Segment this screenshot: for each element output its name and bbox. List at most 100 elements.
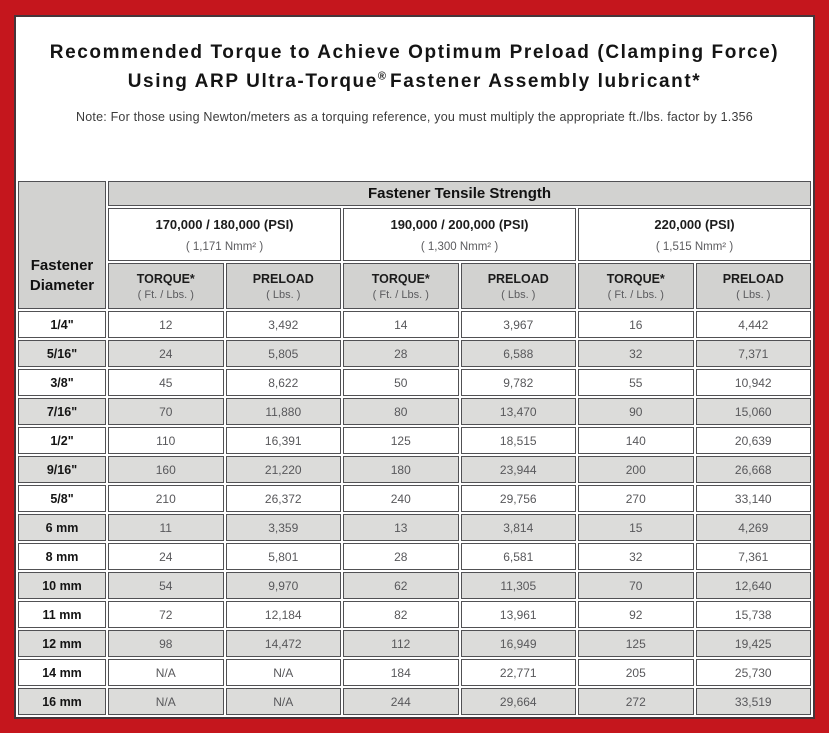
value-cell: 19,425 <box>695 630 811 657</box>
value-cell: 50 <box>343 369 459 396</box>
torque-table: Fastener Diameter Fastener Tensile Stren… <box>16 179 813 717</box>
psi-header-220: 220,000 (PSI) ( 1,515 Nmm² ) <box>578 208 811 261</box>
row-diameter: 12 mm <box>18 630 106 657</box>
registered-trademark-symbol: ® <box>377 71 387 84</box>
row-diameter: 5/8" <box>18 485 106 512</box>
psi-header-row: 170,000 / 180,000 (PSI) ( 1,171 Nmm² ) 1… <box>18 208 811 261</box>
value-cell: 23,944 <box>460 456 576 483</box>
value-cell: 16 <box>578 311 694 338</box>
table-row: 5/16" 24 5,805 28 6,588 32 7,371 <box>18 340 811 367</box>
table-row: 12 mm 98 14,472 112 16,949 125 19,425 <box>18 630 811 657</box>
row-diameter: 10 mm <box>18 572 106 599</box>
table-row: 3/8" 45 8,622 50 9,782 55 10,942 <box>18 369 811 396</box>
value-cell: 15,060 <box>695 398 811 425</box>
psi-header-170-180: 170,000 / 180,000 (PSI) ( 1,171 Nmm² ) <box>108 208 341 261</box>
page-title-line1: Recommended Torque to Achieve Optimum Pr… <box>49 42 780 63</box>
torque-table-wrap: Fastener Diameter Fastener Tensile Stren… <box>16 179 813 717</box>
torque-unit: ( Ft. / Lbs. ) <box>607 288 664 301</box>
torque-column-header: TORQUE* ( Ft. / Lbs. ) <box>343 263 459 309</box>
value-cell: N/A <box>225 688 341 715</box>
torque-column-header: TORQUE* ( Ft. / Lbs. ) <box>108 263 224 309</box>
preload-column-header: PRELOAD ( Lbs. ) <box>225 263 341 309</box>
value-cell: 28 <box>343 340 459 367</box>
preload-column-header: PRELOAD ( Lbs. ) <box>460 263 576 309</box>
value-cell: N/A <box>225 659 341 686</box>
value-cell: 54 <box>108 572 224 599</box>
torque-label: TORQUE* <box>136 271 195 286</box>
table-row: 1/2" 110 16,391 125 18,515 140 20,639 <box>18 427 811 454</box>
row-diameter: 16 mm <box>18 688 106 715</box>
preload-label: PRELOAD <box>722 271 784 286</box>
value-cell: 26,372 <box>225 485 341 512</box>
value-cell: 4,442 <box>695 311 811 338</box>
value-cell: 70 <box>108 398 224 425</box>
value-cell: 200 <box>578 456 694 483</box>
value-cell: 32 <box>578 340 694 367</box>
preload-label: PRELOAD <box>487 271 549 286</box>
value-cell: 92 <box>578 601 694 628</box>
value-cell: 184 <box>343 659 459 686</box>
group-header-row: Fastener Diameter Fastener Tensile Stren… <box>18 181 811 309</box>
value-cell: 12,640 <box>695 572 811 599</box>
value-cell: 9,970 <box>225 572 341 599</box>
torque-label: TORQUE* <box>606 271 665 286</box>
value-cell: 9,782 <box>460 369 576 396</box>
value-cell: 140 <box>578 427 694 454</box>
content-frame: Recommended Torque to Achieve Optimum Pr… <box>14 15 815 719</box>
row-diameter: 3/8" <box>18 369 106 396</box>
table-row: 16 mm N/A N/A 244 29,664 272 33,519 <box>18 688 811 715</box>
value-cell: 90 <box>578 398 694 425</box>
value-cell: 125 <box>343 427 459 454</box>
value-cell: 112 <box>343 630 459 657</box>
value-cell: 33,140 <box>695 485 811 512</box>
row-diameter: 1/2" <box>18 427 106 454</box>
preload-column-header: PRELOAD ( Lbs. ) <box>695 263 811 309</box>
value-cell: 11,305 <box>460 572 576 599</box>
value-cell: 14 <box>343 311 459 338</box>
value-cell: 24 <box>108 543 224 570</box>
value-cell: 15,738 <box>695 601 811 628</box>
value-cell: 13,961 <box>460 601 576 628</box>
psi-value: 170,000 / 180,000 (PSI) <box>155 216 294 232</box>
row-diameter: 1/4" <box>18 311 106 338</box>
value-cell: 16,949 <box>460 630 576 657</box>
value-cell: 210 <box>108 485 224 512</box>
value-cell: 11 <box>108 514 224 541</box>
value-cell: 24 <box>108 340 224 367</box>
torque-label: TORQUE* <box>371 271 430 286</box>
value-cell: 80 <box>343 398 459 425</box>
table-row: 14 mm N/A N/A 184 22,771 205 25,730 <box>18 659 811 686</box>
value-cell: 7,371 <box>695 340 811 367</box>
corner-header-line1: Fastener <box>30 256 94 274</box>
value-cell: 18,515 <box>460 427 576 454</box>
table-row: 11 mm 72 12,184 82 13,961 92 15,738 <box>18 601 811 628</box>
nmm-value: ( 1,300 Nmm² ) <box>420 240 499 253</box>
preload-unit: ( Lbs. ) <box>501 288 536 301</box>
row-diameter: 9/16" <box>18 456 106 483</box>
value-cell: 3,967 <box>460 311 576 338</box>
value-cell: 125 <box>578 630 694 657</box>
title-line2-suffix: Fastener Assembly lubricant* <box>390 71 702 93</box>
value-cell: 12,184 <box>225 601 341 628</box>
table-row: 6 mm 11 3,359 13 3,814 15 4,269 <box>18 514 811 541</box>
torque-column-header: TORQUE* ( Ft. / Lbs. ) <box>578 263 694 309</box>
value-cell: 45 <box>108 369 224 396</box>
table-body: 1/4" 12 3,492 14 3,967 16 4,442 5/16" 24… <box>18 311 811 715</box>
value-cell: 240 <box>343 485 459 512</box>
table-row: 5/8" 210 26,372 240 29,756 270 33,140 <box>18 485 811 512</box>
psi-value: 220,000 (PSI) <box>654 216 735 232</box>
value-cell: N/A <box>108 659 224 686</box>
nmm-value: ( 1,171 Nmm² ) <box>185 240 264 253</box>
value-cell: 11,880 <box>225 398 341 425</box>
value-cell: 98 <box>108 630 224 657</box>
group-header-tensile-strength: Fastener Tensile Strength <box>108 181 811 206</box>
torque-unit: ( Ft. / Lbs. ) <box>372 288 429 301</box>
row-diameter: 14 mm <box>18 659 106 686</box>
row-diameter: 5/16" <box>18 340 106 367</box>
value-cell: 72 <box>108 601 224 628</box>
preload-unit: ( Lbs. ) <box>266 288 301 301</box>
value-cell: 270 <box>578 485 694 512</box>
value-cell: 16,391 <box>225 427 341 454</box>
table-row: 7/16" 70 11,880 80 13,470 90 15,060 <box>18 398 811 425</box>
value-cell: 28 <box>343 543 459 570</box>
